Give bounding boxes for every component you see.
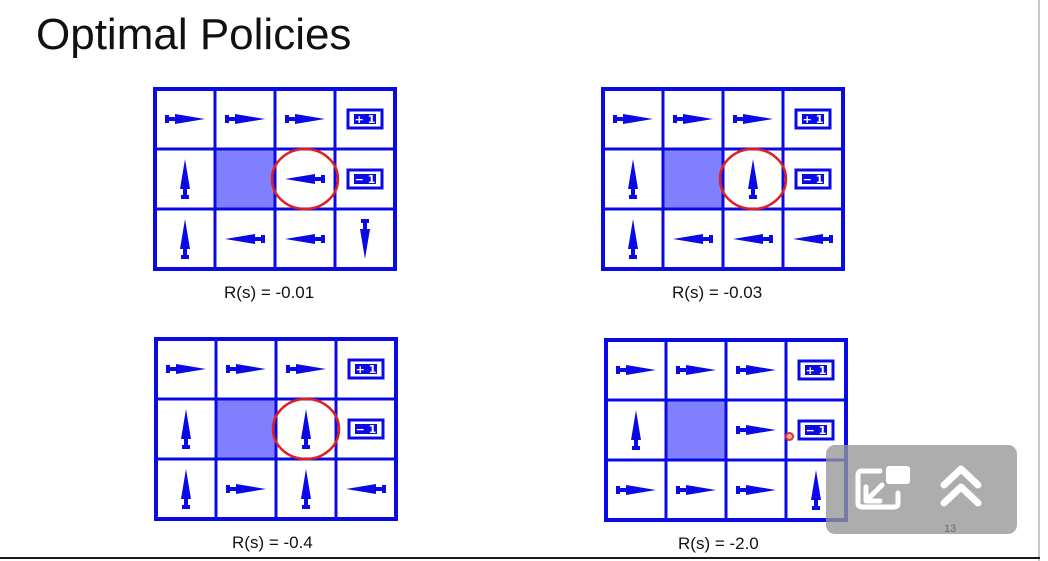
svg-text:+ 1: + 1 bbox=[355, 113, 376, 126]
arrow-right-icon bbox=[736, 485, 776, 495]
wall-cell bbox=[215, 149, 275, 209]
grid-border bbox=[154, 337, 398, 521]
slide-right-edge bbox=[1038, 0, 1040, 561]
arrow-up-icon bbox=[180, 159, 190, 199]
policy-caption-1: R(s) = -0.01 bbox=[224, 283, 315, 302]
arrow-right-icon bbox=[736, 425, 776, 435]
arrow-right-icon bbox=[225, 114, 265, 124]
arrow-right-icon bbox=[226, 364, 266, 374]
arrow-up-icon bbox=[301, 409, 311, 449]
arrow-right-icon bbox=[736, 365, 776, 375]
exit-pip-button[interactable] bbox=[852, 459, 914, 515]
policy-panel-1: + 1 − 1 bbox=[152, 86, 398, 272]
goal-reward-label: + 1 bbox=[794, 108, 832, 130]
svg-text:− 1: − 1 bbox=[355, 173, 376, 186]
arrow-up-icon bbox=[631, 410, 641, 450]
highlight-circle bbox=[271, 397, 341, 461]
wall-cell bbox=[666, 400, 726, 460]
svg-text:− 1: − 1 bbox=[803, 173, 824, 186]
wall-cell bbox=[663, 149, 723, 209]
svg-text:+ 1: + 1 bbox=[803, 113, 824, 126]
grid-border bbox=[604, 338, 848, 522]
slide-bottom-edge bbox=[0, 557, 1040, 559]
svg-text:− 1: − 1 bbox=[806, 424, 827, 437]
arrow-right-icon bbox=[285, 114, 325, 124]
arrow-up-icon bbox=[628, 219, 638, 259]
grid-border bbox=[601, 87, 845, 271]
arrow-left-icon bbox=[346, 484, 386, 494]
exit-picture-in-picture-icon bbox=[855, 466, 910, 510]
policy-grid-3: + 1 − 1 bbox=[154, 337, 398, 521]
arrow-up-icon bbox=[748, 159, 758, 199]
arrow-right-icon bbox=[286, 364, 326, 374]
policy-grid-1: + 1 − 1 bbox=[153, 87, 397, 271]
arrow-left-icon bbox=[285, 174, 325, 184]
policy-grid-4: + 1 − 1 bbox=[604, 338, 848, 522]
penalty-reward-label: − 1 bbox=[797, 419, 835, 441]
arrow-up-icon bbox=[180, 219, 190, 259]
grid-border bbox=[153, 87, 397, 271]
arrow-right-icon bbox=[676, 485, 716, 495]
arrow-up-icon bbox=[301, 469, 311, 509]
arrow-up-icon bbox=[181, 409, 191, 449]
arrow-left-icon bbox=[793, 234, 833, 244]
arrow-left-icon bbox=[673, 234, 713, 244]
double-chevron-up-icon bbox=[940, 465, 982, 507]
goal-reward-label: + 1 bbox=[797, 359, 835, 381]
arrow-right-icon bbox=[673, 114, 713, 124]
highlight-circle bbox=[270, 147, 340, 211]
arrow-right-icon bbox=[733, 114, 773, 124]
policy-grid-2: + 1 − 1 bbox=[601, 87, 845, 271]
policy-caption-3: R(s) = -0.4 bbox=[232, 533, 313, 552]
arrow-up-icon bbox=[181, 469, 191, 509]
arrow-up-icon bbox=[811, 470, 821, 510]
goal-reward-label: + 1 bbox=[346, 108, 384, 130]
penalty-reward-label: − 1 bbox=[794, 168, 832, 190]
goal-reward-label: + 1 bbox=[347, 358, 385, 380]
page-number: 13 bbox=[944, 523, 957, 535]
policy-caption-2: R(s) = -0.03 bbox=[672, 283, 763, 302]
policy-caption-4: R(s) = -2.0 bbox=[678, 534, 759, 553]
policy-panel-4: + 1 − 1 bbox=[603, 337, 849, 523]
arrow-right-icon bbox=[166, 364, 206, 374]
arrow-up-icon bbox=[628, 159, 638, 199]
svg-text:+ 1: + 1 bbox=[806, 364, 827, 377]
policy-panel-3: + 1 − 1 bbox=[153, 336, 399, 522]
policy-panel-2: + 1 − 1 bbox=[600, 86, 846, 272]
arrow-left-icon bbox=[285, 234, 325, 244]
pointer-cursor bbox=[785, 432, 794, 441]
svg-text:+ 1: + 1 bbox=[356, 363, 377, 376]
penalty-reward-label: − 1 bbox=[346, 168, 384, 190]
arrow-right-icon bbox=[676, 365, 716, 375]
arrow-right-icon bbox=[616, 485, 656, 495]
arrow-left-icon bbox=[225, 234, 265, 244]
svg-text:− 1: − 1 bbox=[356, 423, 377, 436]
arrow-right-icon bbox=[613, 114, 653, 124]
expand-button[interactable] bbox=[930, 459, 992, 515]
arrow-right-icon bbox=[616, 365, 656, 375]
arrow-right-icon bbox=[165, 114, 205, 124]
penalty-reward-label: − 1 bbox=[347, 418, 385, 440]
arrow-down-icon bbox=[360, 219, 370, 259]
arrow-left-icon bbox=[733, 234, 773, 244]
highlight-circle bbox=[718, 147, 788, 211]
slide-title: Optimal Policies bbox=[36, 10, 352, 59]
arrow-right-icon bbox=[226, 484, 266, 494]
pip-overlay bbox=[826, 445, 1017, 534]
wall-cell bbox=[216, 399, 276, 459]
